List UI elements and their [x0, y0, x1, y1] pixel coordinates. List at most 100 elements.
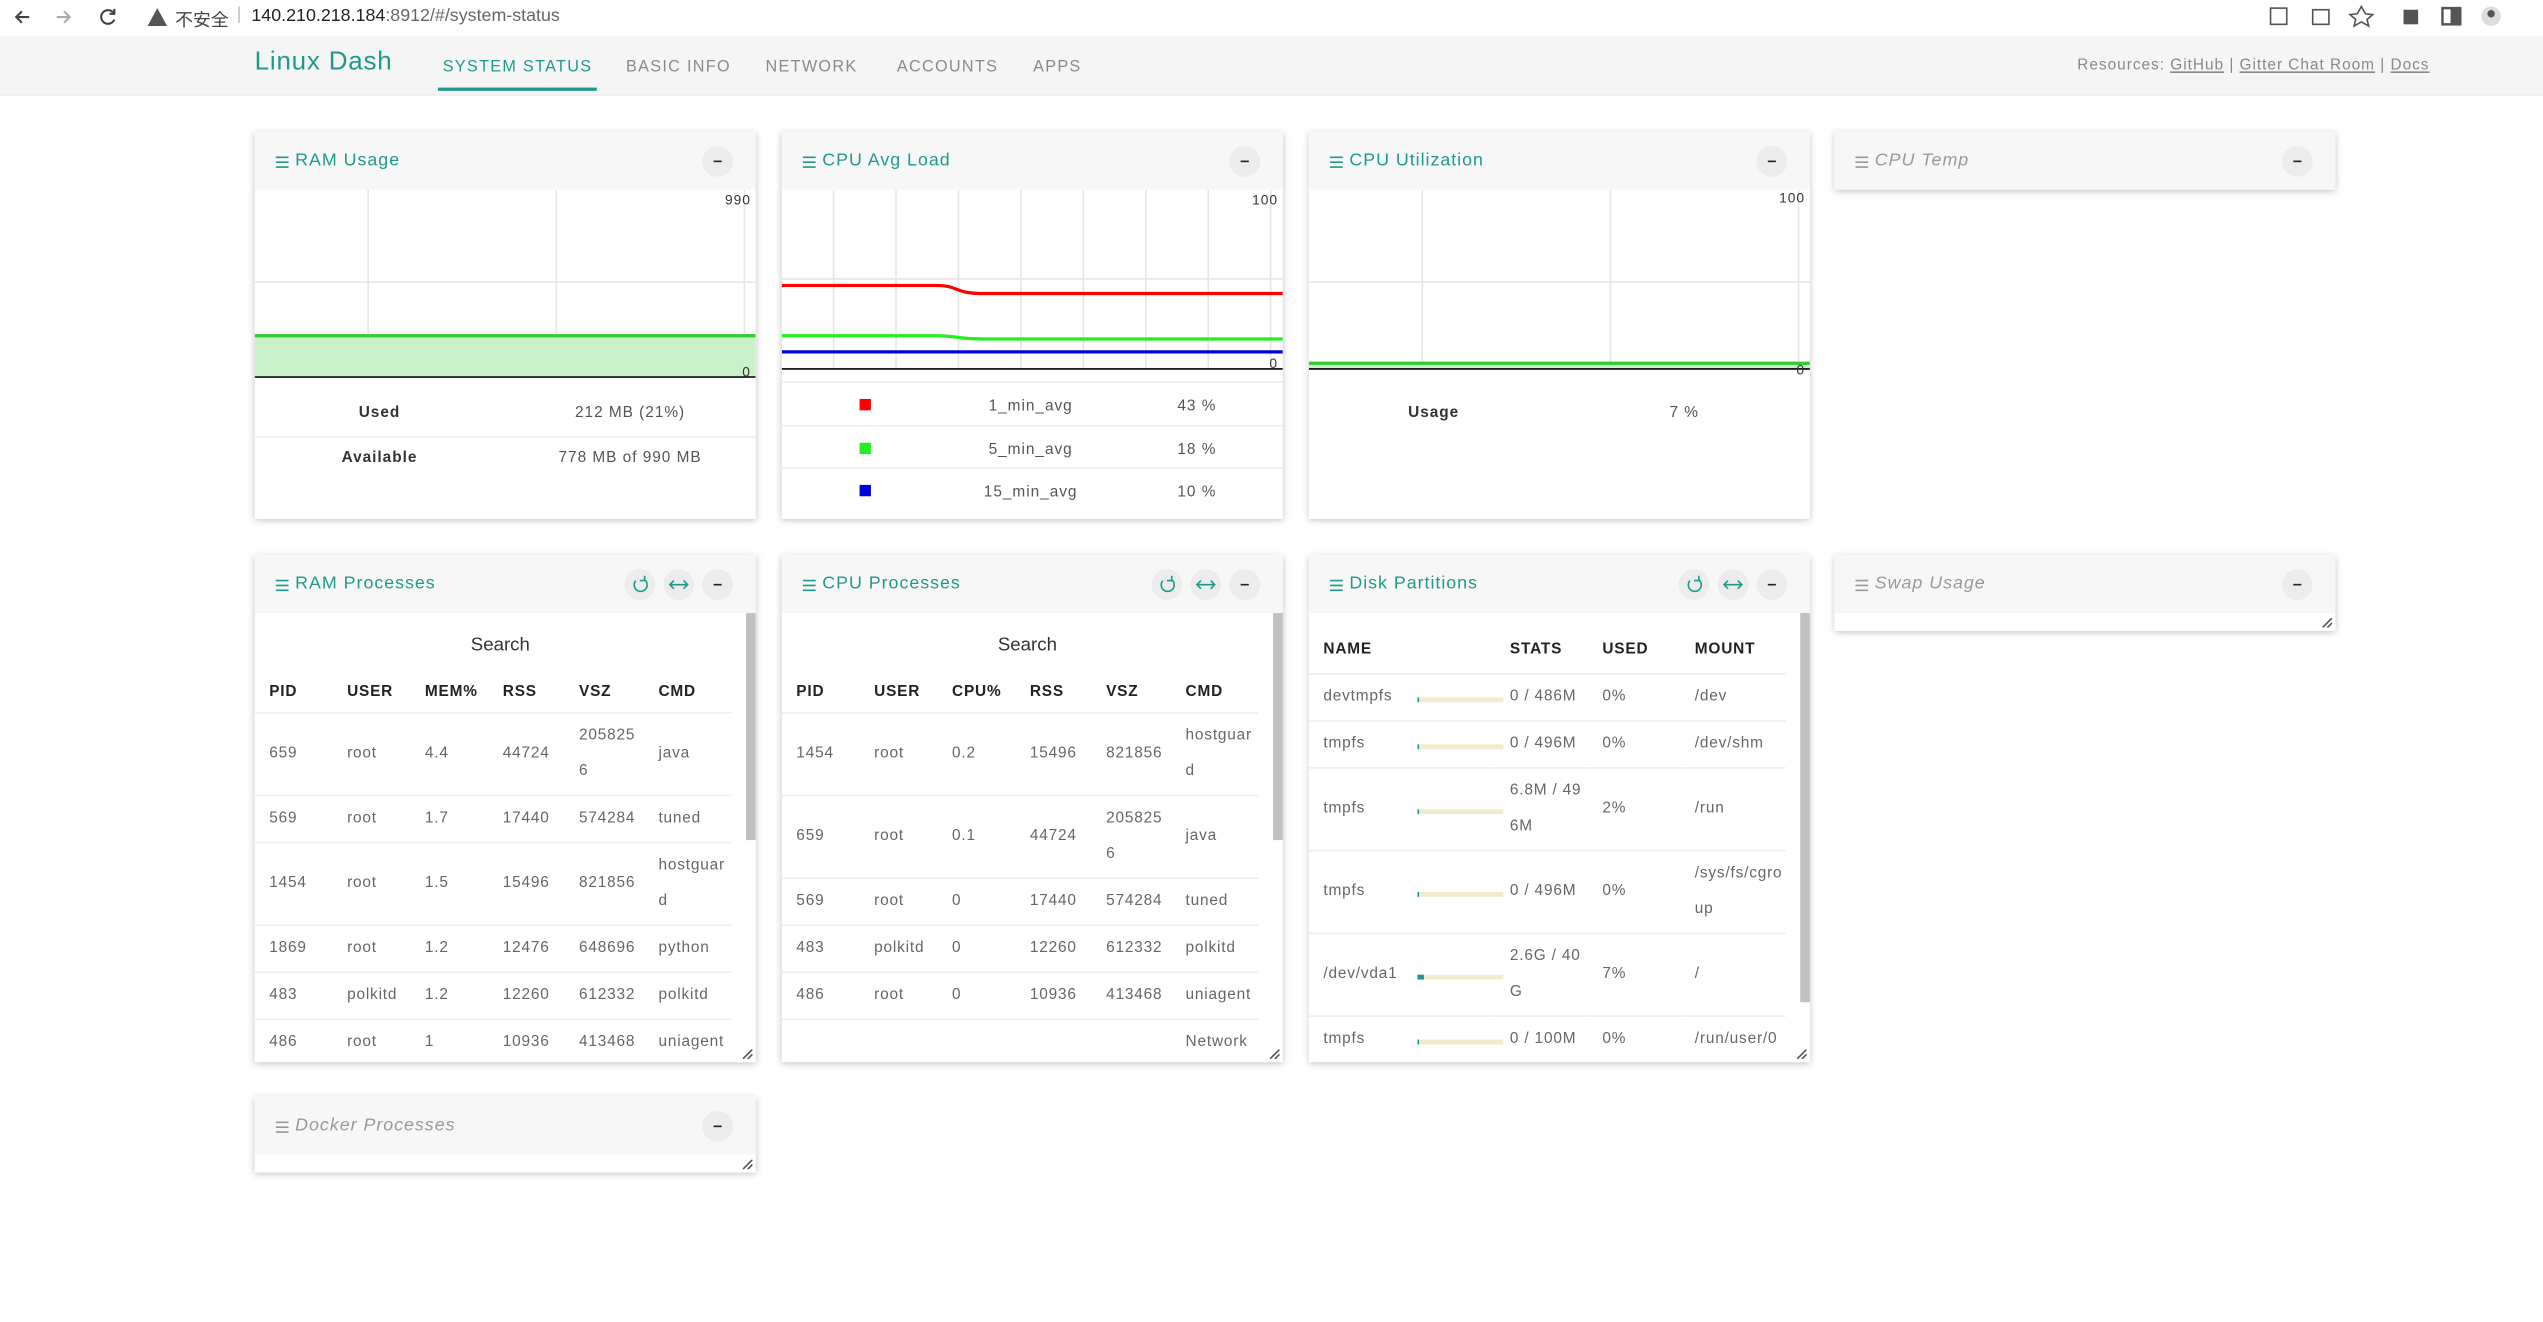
column-header[interactable]: PID — [796, 681, 825, 700]
disk-row: tmpfs 0 / 496M 0%/sys/fs/cgroup — [1308, 849, 1786, 934]
disk-stats: 0 / 100M — [1509, 1029, 1577, 1048]
menu-icon — [1855, 579, 1869, 592]
refresh-button[interactable] — [624, 569, 656, 601]
collapse-button[interactable] — [702, 569, 734, 601]
collapse-button[interactable] — [1756, 145, 1788, 177]
widget-title: RAM Processes — [295, 574, 436, 594]
search-label[interactable]: Search — [470, 635, 530, 656]
usage-fill — [1417, 1039, 1420, 1045]
column-header[interactable]: CMD — [658, 681, 696, 700]
widget-cpu-utilization: CPU Utilization 100 0 Usage 7 % — [1308, 131, 1810, 519]
browser-tools[interactable] — [2267, 4, 2510, 28]
refresh-button[interactable] — [1151, 569, 1183, 601]
widget-cpu-avg-load: CPU Avg Load 100 0 1_min_avg 43 % 5_min_avg 18… — [781, 131, 1283, 519]
load-value: 18 % — [1177, 440, 1217, 459]
browser-bar: 不安全 | 140.210.218.184:8912/#/system-stat… — [0, 0, 2543, 35]
usage-bar — [1417, 974, 1504, 980]
column-header[interactable]: CPU% — [952, 681, 1002, 700]
widget-title: Disk Partitions — [1349, 574, 1478, 594]
disk-cell: /dev/vda1 — [1308, 932, 1496, 1017]
widget-header: CPU Temp — [1834, 131, 2336, 190]
process-cell: 612332 — [564, 971, 644, 1020]
column-header[interactable]: VSZ — [1106, 681, 1139, 700]
resource-link[interactable]: Docs — [2390, 56, 2430, 75]
expand-button[interactable] — [1190, 569, 1222, 601]
column-header[interactable]: STATS — [1509, 639, 1563, 658]
column-header[interactable]: VSZ — [578, 681, 612, 700]
process-cell: 648696 — [564, 924, 644, 973]
process-cell: 612332 — [1091, 924, 1171, 973]
disk-cell: /run — [1680, 767, 1786, 851]
url[interactable]: 140.210.218.184:8912/#/system-status — [251, 6, 559, 25]
process-cell: root — [332, 794, 411, 843]
collapse-button[interactable] — [2281, 145, 2313, 177]
disk-stats-cell: 0 / 486M — [1417, 673, 1588, 721]
process-cell: root — [859, 971, 938, 1020]
nav-tab[interactable]: APPS — [1033, 58, 1082, 77]
process-row: 486 root 1 10936 413468 uniagent — [254, 1018, 732, 1051]
collapse-button[interactable] — [702, 1110, 734, 1142]
column-header[interactable]: CMD — [1185, 681, 1224, 700]
scrollbar[interactable] — [746, 613, 756, 841]
widget-title: CPU Avg Load — [822, 150, 951, 171]
disk-stats: 0 / 496M — [1509, 734, 1577, 753]
widget-header: RAM Processes — [254, 554, 756, 614]
collapse-button[interactable] — [1229, 569, 1261, 601]
process-cell: 483 — [781, 924, 860, 973]
process-row: 569 root 1.7 17440 574284 tuned — [254, 794, 732, 843]
row-border — [781, 381, 1283, 383]
disk-row: tmpfs 6.8M / 496M 2%/run — [1308, 767, 1786, 851]
disk-stats: 2.6G / 40G — [1509, 947, 1581, 1001]
column-header[interactable]: MOUNT — [1694, 639, 1756, 658]
process-cell: 44724 — [488, 711, 565, 796]
disk-stats: 0 / 486M — [1509, 687, 1577, 706]
process-row: 659 root 4.4 44724 2058256 java — [254, 711, 732, 796]
column-header[interactable]: MEM% — [424, 681, 478, 700]
axis-max: 100 — [1779, 189, 1806, 206]
collapse-button[interactable] — [702, 145, 734, 177]
refresh-icon — [1160, 575, 1176, 593]
widget-header: Swap Usage — [1834, 554, 2336, 614]
disk-cell: tmpfs — [1308, 720, 1496, 768]
search-label[interactable]: Search — [997, 635, 1057, 656]
widget-cpu-temp: CPU Temp — [1834, 131, 2336, 190]
scrollbar[interactable] — [1800, 613, 1810, 1003]
brand[interactable]: Linux Dash — [254, 48, 393, 77]
process-cell: root — [859, 877, 938, 926]
menu-icon — [802, 156, 816, 168]
util-chart — [1308, 189, 1810, 370]
collapse-button[interactable] — [1756, 569, 1788, 601]
nav-tab[interactable]: BASIC INFO — [626, 58, 731, 77]
column-header[interactable]: USER — [874, 681, 921, 700]
nav-icons[interactable] — [13, 6, 127, 27]
grip — [742, 1049, 753, 1060]
resource-link[interactable]: GitHub — [2170, 56, 2225, 75]
resources-label: Resources: — [2077, 56, 2165, 75]
scrollbar[interactable] — [1273, 613, 1283, 841]
resource-link[interactable]: Gitter Chat Room — [2239, 56, 2375, 75]
column-header[interactable]: USER — [347, 681, 394, 700]
process-cell: polkitd — [859, 924, 938, 973]
disk-row: tmpfs 0 / 100M 0%/run/user/0 — [1308, 1015, 1786, 1048]
column-header[interactable]: RSS — [502, 681, 537, 700]
column-header[interactable]: NAME — [1323, 639, 1373, 658]
disk-cell: / — [1680, 932, 1786, 1017]
disk-cell: 0% — [1587, 720, 1681, 768]
process-cell: 569 — [254, 794, 333, 843]
collapse-button[interactable] — [2281, 569, 2313, 601]
process-cell: NetworkManager — [1170, 1018, 1259, 1051]
process-cell: 10936 — [488, 1018, 565, 1051]
header-row: PID USER MEM% RSS VSZ CMD — [255, 670, 732, 713]
nav-tab[interactable]: NETWORK — [765, 58, 858, 77]
expand-button[interactable] — [663, 569, 695, 601]
expand-button[interactable] — [1717, 569, 1749, 601]
nav-tab[interactable]: ACCOUNTS — [896, 58, 999, 77]
refresh-button[interactable] — [1678, 569, 1710, 601]
nav-tab[interactable]: SYSTEM STATUS — [442, 58, 593, 77]
column-header[interactable]: PID — [269, 681, 298, 700]
collapse-button[interactable] — [1229, 145, 1261, 177]
column-header[interactable]: USED — [1602, 639, 1649, 658]
url-path: :8912/#/system-status — [385, 6, 560, 26]
column-header[interactable]: RSS — [1029, 681, 1064, 700]
